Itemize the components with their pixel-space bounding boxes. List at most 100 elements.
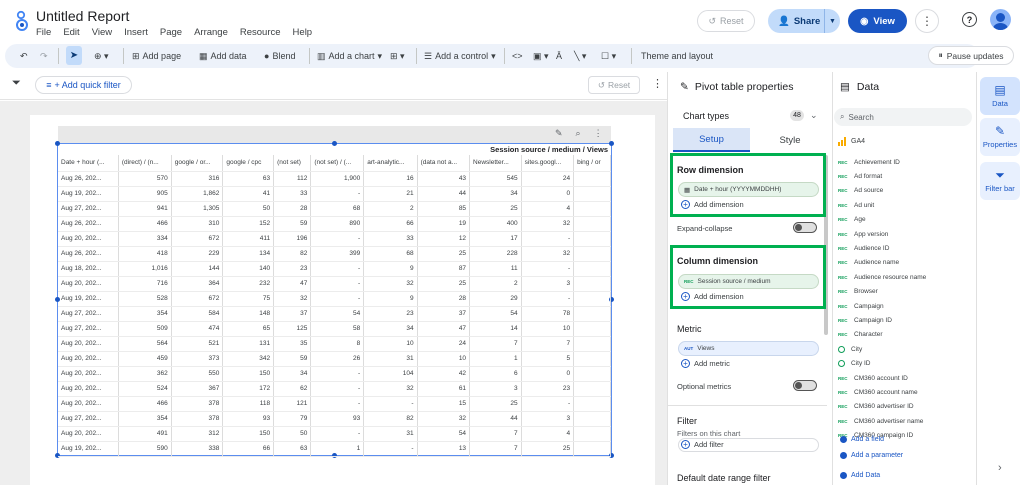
tab-setup[interactable]: Setup (673, 128, 750, 152)
pivot-column-header[interactable]: google / or... (171, 155, 224, 172)
add-data-button[interactable]: ▦ Add data (199, 49, 247, 63)
menu-edit[interactable]: Edit (63, 27, 80, 38)
chevron-down-icon[interactable]: ⌄ (810, 110, 818, 120)
menu-page[interactable]: Page (159, 27, 183, 38)
blend-button[interactable]: ● Blend (264, 49, 295, 63)
filter-more-icon[interactable]: ⋮ (652, 78, 663, 90)
more-options-icon[interactable]: ⋮ (915, 9, 939, 33)
add-parameter-button[interactable]: Add a parameter (840, 452, 903, 459)
field-item[interactable]: REC Ad source (838, 184, 972, 198)
properties-scrollbar[interactable] (824, 155, 828, 335)
menu-resource[interactable]: Resource (239, 27, 281, 38)
field-item[interactable]: REC Audience ID (838, 241, 972, 255)
undo-icon[interactable]: ↶ (20, 50, 28, 61)
pivot-column-header[interactable]: (not set) / (... (310, 155, 365, 172)
add-column-dimension[interactable]: + Add dimension (681, 292, 744, 301)
menu-insert[interactable]: Insert (124, 27, 148, 38)
menu-arrange[interactable]: Arrange (194, 27, 228, 38)
pivot-column-header[interactable]: (data not a... (417, 155, 471, 172)
field-item[interactable]: REC CM360 advertiser ID (838, 400, 972, 414)
add-field-button[interactable]: Add a field (840, 436, 884, 443)
rail-data[interactable]: ▤ Data (980, 77, 1020, 115)
column-dimension-chip[interactable]: REC Session source / medium (678, 274, 819, 289)
pivot-column-header[interactable]: google / cpc (222, 155, 275, 172)
pivot-column-header[interactable]: sites.googl... (521, 155, 575, 172)
field-item[interactable]: REC Browser (838, 285, 972, 299)
community-viz-icon[interactable]: ⊞ ▾ (390, 50, 405, 61)
field-item[interactable]: REC Audience name (838, 256, 972, 270)
add-filter-field[interactable] (678, 438, 819, 452)
pause-updates-button[interactable]: ⏸ Pause updates (928, 46, 1014, 65)
field-item[interactable]: REC Ad unit (838, 198, 972, 212)
add-control-button[interactable]: ☰ Add a control ▾ (424, 49, 496, 63)
resize-handle[interactable] (609, 141, 614, 146)
pivot-column-header[interactable]: bing / or (573, 155, 611, 172)
add-row-dimension[interactable]: + Add dimension (681, 200, 744, 209)
add-metric[interactable]: + Add metric (681, 359, 730, 368)
share-button[interactable]: 👤 Share ▼ (768, 9, 840, 33)
chevron-right-icon[interactable]: › (998, 462, 1002, 474)
resize-handle[interactable] (332, 141, 337, 146)
rail-filter-bar[interactable]: ⏷ Filter bar (980, 162, 1020, 200)
share-dropdown-icon[interactable]: ▼ (824, 9, 840, 33)
pivot-column-header[interactable]: Newsletter... (469, 155, 522, 172)
field-item[interactable]: REC Campaign ID (838, 313, 972, 327)
field-item[interactable]: REC App version (838, 227, 972, 241)
pivot-column-header[interactable]: (not set) (273, 155, 312, 172)
resize-handle[interactable] (55, 453, 60, 458)
field-item[interactable]: REC Ad format (838, 169, 972, 183)
add-data-button[interactable]: Add Data (840, 472, 880, 479)
add-page-button[interactable]: ⊞ Add page (132, 49, 181, 63)
explore-icon[interactable]: ⌕ (575, 128, 581, 138)
field-item[interactable]: REC CM360 account name (838, 385, 972, 399)
avatar[interactable] (990, 9, 1011, 30)
chart-types-label[interactable]: Chart types (683, 111, 730, 121)
theme-layout-button[interactable]: Theme and layout (641, 49, 713, 63)
field-item[interactable]: REC CM360 advertiser name (838, 414, 972, 428)
help-icon[interactable]: ? (962, 12, 977, 27)
pivot-column-header[interactable]: (direct) / (n... (118, 155, 172, 172)
text-icon[interactable]: Ā (556, 51, 563, 61)
code-icon[interactable]: <> (512, 51, 523, 61)
add-chart-button[interactable]: ▥ Add a chart ▾ (317, 49, 382, 63)
zoom-icon[interactable]: ⊕ ▾ (94, 50, 109, 61)
field-item[interactable]: REC Campaign (838, 299, 972, 313)
menu-help[interactable]: Help (292, 27, 313, 38)
reset-button[interactable]: ↺ Reset (697, 10, 755, 32)
shape-icon[interactable]: ☐ ▾ (601, 50, 617, 61)
line-icon[interactable]: ╲ ▾ (574, 50, 587, 61)
metric-chip[interactable]: AUT Views (678, 341, 819, 356)
field-item[interactable]: REC Character (838, 328, 972, 342)
tab-style[interactable]: Style (779, 134, 801, 146)
add-quick-filter-button[interactable]: ≡ + Add quick filter (35, 76, 132, 94)
image-icon[interactable]: ▣ ▾ (533, 50, 549, 61)
redo-icon[interactable]: ↷ (40, 50, 48, 61)
pivot-column-header[interactable]: Date + hour (... (58, 155, 119, 172)
filter-reset-button[interactable]: ↺ Reset (588, 76, 640, 94)
data-source[interactable]: GA4 (838, 137, 865, 146)
field-item[interactable]: REC Audience resource name (838, 270, 972, 284)
edit-pencil-icon[interactable]: ✎ (555, 128, 563, 138)
pivot-column-header[interactable]: art-analytic... (363, 155, 418, 172)
report-title[interactable]: Untitled Report (36, 8, 130, 24)
resize-handle[interactable] (609, 297, 614, 302)
field-item[interactable]: REC CM360 account ID (838, 371, 972, 385)
resize-handle[interactable] (55, 141, 60, 146)
field-item[interactable]: City (838, 342, 972, 356)
field-item[interactable]: REC Age (838, 213, 972, 227)
resize-handle[interactable] (609, 453, 614, 458)
row-dimension-chip[interactable]: ▦ Date + hour (YYYYMMDDHH) (678, 182, 819, 197)
chart-more-icon[interactable]: ⋮ (593, 128, 603, 138)
optional-metrics-toggle[interactable] (793, 380, 817, 391)
filter-icon[interactable]: ⏷ (12, 77, 21, 89)
rail-properties[interactable]: ✎ Properties (980, 118, 1020, 156)
expand-collapse-toggle[interactable] (793, 222, 817, 233)
add-filter[interactable]: + Add filter (681, 440, 724, 449)
data-search-input[interactable]: ⌕ Search (834, 108, 972, 126)
menu-file[interactable]: File (36, 27, 52, 38)
resize-handle[interactable] (55, 297, 60, 302)
menu-view[interactable]: View (91, 27, 113, 38)
field-item[interactable]: City ID (838, 356, 972, 370)
select-pointer-icon[interactable]: ➤ (66, 46, 82, 65)
field-item[interactable]: REC Achievement ID (838, 155, 972, 169)
